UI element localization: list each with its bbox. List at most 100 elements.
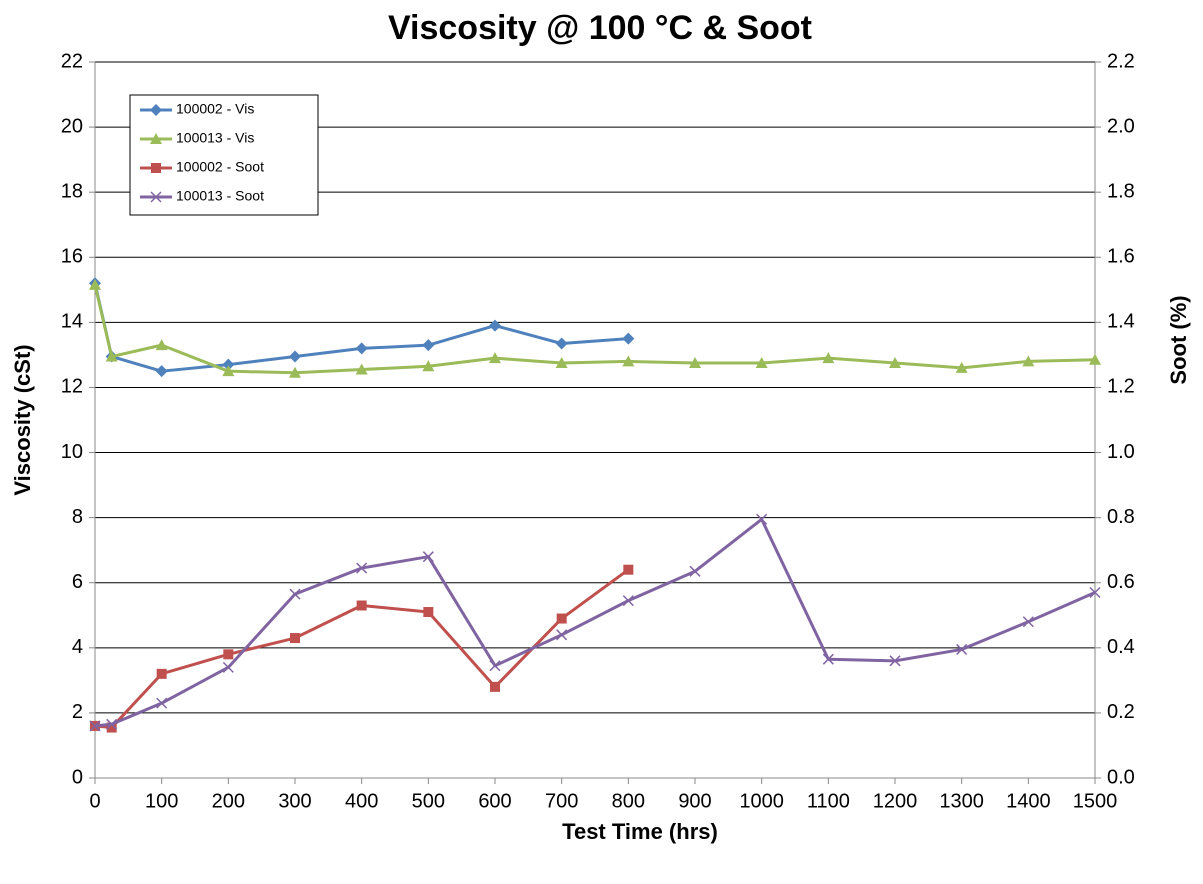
- marker: [89, 278, 101, 290]
- x-tick-label: 600: [478, 790, 511, 812]
- y-tick-label: 12: [61, 376, 83, 398]
- x-tick-label: 400: [345, 790, 378, 812]
- legend-marker: [150, 133, 162, 144]
- marker: [222, 365, 235, 377]
- marker: [822, 653, 834, 665]
- marker: [623, 564, 634, 575]
- legend-label: 100013 - Soot: [176, 188, 264, 204]
- y-tick-label: 22: [61, 50, 83, 72]
- legend-label: 100002 - Soot: [176, 159, 264, 175]
- marker: [822, 352, 835, 364]
- y-tick-label: 6: [72, 571, 83, 593]
- x-tick-label: 800: [612, 790, 645, 812]
- y-tick-label: 4: [72, 636, 83, 658]
- marker: [622, 332, 635, 345]
- marker: [489, 352, 501, 364]
- marker: [423, 607, 434, 618]
- marker: [105, 350, 118, 362]
- legend-label: 100013 - Vis: [176, 130, 254, 146]
- marker: [689, 357, 701, 369]
- legend-box: [129, 94, 319, 216]
- marker: [556, 613, 567, 624]
- marker: [889, 655, 901, 667]
- marker: [622, 595, 634, 607]
- marker: [1022, 355, 1035, 367]
- legend-marker: [150, 191, 162, 203]
- x-tick-label: 700: [545, 790, 578, 812]
- marker: [223, 649, 234, 660]
- marker: [356, 600, 367, 611]
- x-tick-label: 200: [212, 790, 245, 812]
- y-tick-label: 20: [61, 115, 83, 137]
- x-tick-label: 1200: [873, 790, 918, 812]
- marker: [156, 697, 168, 709]
- y-axis-title: Viscosity (cSt): [10, 344, 35, 495]
- marker: [222, 661, 234, 673]
- x-tick-label: 100: [145, 790, 178, 812]
- marker: [689, 565, 701, 577]
- marker: [422, 339, 435, 352]
- marker: [156, 668, 167, 679]
- y2-tick-label: 0.4: [1107, 636, 1135, 658]
- chart-title: Viscosity @ 100 °C & Soot: [388, 9, 812, 47]
- marker: [955, 361, 968, 373]
- marker: [290, 633, 300, 644]
- series-line: [94, 568, 630, 730]
- y-tick-label: 18: [61, 180, 83, 202]
- y2-tick-label: 0.2: [1107, 701, 1135, 723]
- marker: [356, 562, 368, 574]
- y2-tick-label: 2.0: [1107, 115, 1135, 137]
- marker: [489, 319, 501, 332]
- x-tick-label: 1000: [739, 790, 784, 812]
- marker: [489, 660, 501, 672]
- marker: [1089, 353, 1101, 365]
- marker: [355, 342, 368, 355]
- marker: [756, 513, 768, 525]
- marker: [89, 720, 101, 732]
- y-tick-label: 0: [72, 766, 83, 788]
- marker: [555, 337, 568, 350]
- x-tick-label: 300: [278, 790, 311, 812]
- y2-tick-label: 0.6: [1107, 571, 1135, 593]
- marker: [155, 339, 168, 351]
- marker: [422, 551, 434, 563]
- marker: [956, 643, 968, 655]
- marker: [755, 357, 768, 369]
- x-tick-label: 500: [412, 790, 445, 812]
- y2-tick-label: 1.8: [1107, 180, 1135, 202]
- x-tick-label: 1100: [807, 790, 850, 812]
- x-tick-label: 1400: [1006, 790, 1051, 812]
- marker: [106, 718, 118, 730]
- marker: [422, 360, 435, 372]
- marker: [1089, 586, 1101, 599]
- marker: [106, 722, 117, 733]
- y2-tick-label: 2.2: [1107, 50, 1135, 72]
- marker: [289, 588, 301, 600]
- y-tick-label: 16: [61, 246, 83, 268]
- y2-tick-label: 0.8: [1107, 506, 1135, 528]
- x-axis-title: Test Time (hrs): [562, 819, 718, 844]
- marker: [622, 355, 635, 367]
- y2-tick-label: 1.6: [1107, 246, 1135, 268]
- marker: [155, 365, 168, 378]
- legend-marker: [150, 104, 162, 116]
- marker: [555, 357, 568, 369]
- series-line: [93, 284, 1096, 375]
- marker: [289, 350, 301, 363]
- marker: [1022, 616, 1034, 628]
- y2-tick-label: 1.0: [1107, 441, 1135, 463]
- marker: [889, 357, 901, 369]
- x-tick-label: 0: [89, 790, 100, 812]
- y-tick-label: 10: [61, 441, 83, 463]
- marker: [289, 366, 301, 378]
- y2-axis-title: Soot (%): [1166, 295, 1191, 384]
- y-tick-label: 2: [72, 701, 83, 723]
- legend-marker: [151, 163, 161, 173]
- y2-tick-label: 1.2: [1107, 376, 1135, 398]
- marker: [222, 358, 235, 371]
- marker: [556, 629, 568, 641]
- y2-tick-label: 0.0: [1107, 766, 1135, 788]
- marker: [490, 681, 500, 692]
- series-line: [94, 517, 1096, 728]
